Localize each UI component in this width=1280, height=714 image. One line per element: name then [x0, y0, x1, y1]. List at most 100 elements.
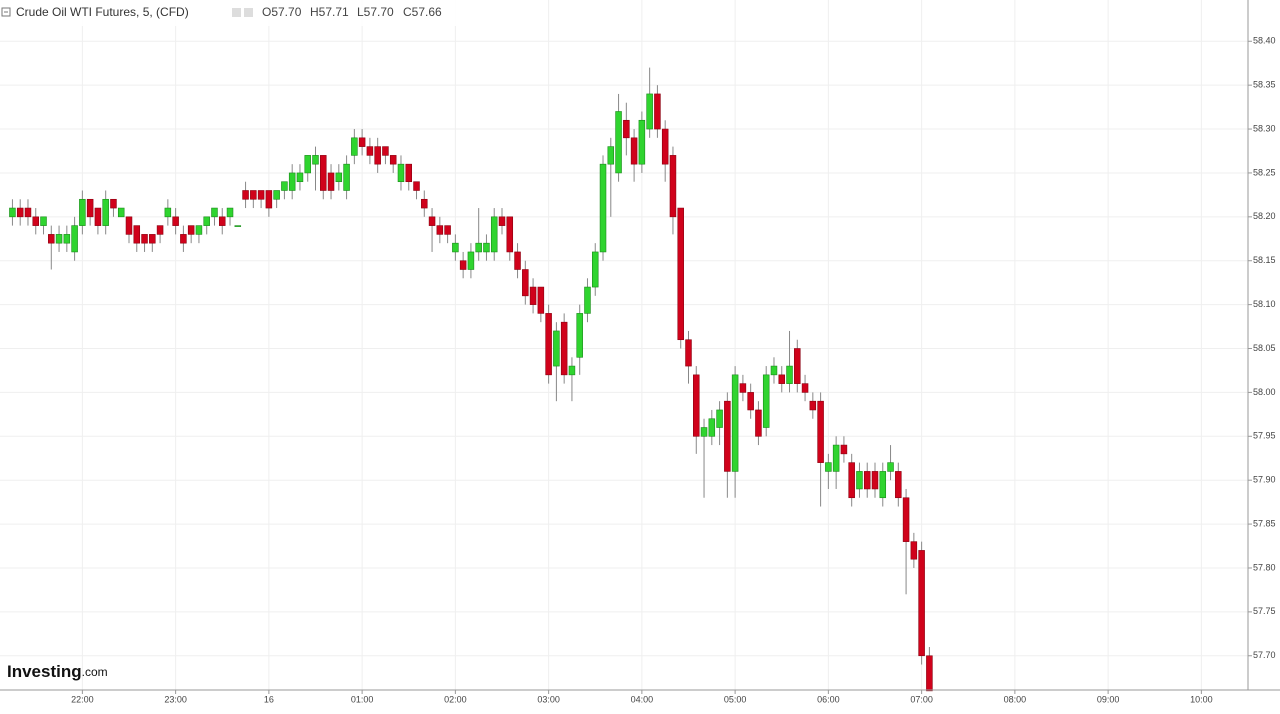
x-tick-label: 07:00 [910, 694, 933, 704]
candle-body [133, 225, 141, 244]
settings-icon[interactable] [232, 8, 241, 17]
x-tick-label: 04:00 [631, 694, 654, 704]
y-tick-label: 58.05 [1253, 343, 1276, 353]
candle-body [250, 190, 257, 200]
candle-body [288, 172, 296, 191]
candle-body [724, 400, 731, 472]
candle-body [809, 400, 817, 411]
candle-body [467, 251, 475, 270]
candle-body [374, 146, 381, 165]
x-tick-label: 10:00 [1190, 694, 1213, 704]
y-tick-label: 57.85 [1253, 518, 1276, 528]
collapse-icon[interactable] [1, 7, 11, 17]
x-tick-label: 08:00 [1004, 694, 1027, 704]
candle-body [560, 321, 568, 376]
candle-body [9, 207, 16, 218]
header-bg [0, 0, 460, 26]
candle-body [832, 444, 840, 472]
candle-body [902, 497, 910, 542]
y-tick-label: 58.35 [1253, 80, 1276, 90]
candle-body [770, 365, 778, 376]
watermark-brand: Investing [7, 662, 82, 681]
candle-body [125, 216, 133, 235]
watermark: Investing.com [7, 662, 108, 681]
candle-body [343, 163, 350, 191]
ohlc-high: H57.71 [310, 5, 349, 19]
candle-body [607, 146, 615, 165]
candle-body [817, 400, 824, 463]
candle-body [755, 409, 762, 437]
candles [9, 67, 933, 692]
candle-body [281, 181, 288, 191]
candle-body [110, 198, 117, 209]
y-tick-label: 58.10 [1253, 299, 1276, 309]
candle-body [296, 172, 304, 183]
candle-body [164, 207, 172, 218]
candle-body [421, 198, 428, 209]
candle-body [358, 137, 366, 147]
candle-body [459, 260, 467, 270]
x-tick-label: 16 [264, 694, 274, 704]
candle-body [708, 418, 716, 437]
candle-body [397, 163, 405, 183]
candle-body [677, 207, 684, 341]
candle-body [40, 216, 47, 226]
candle-body [926, 655, 933, 692]
candle-body [265, 190, 273, 209]
x-tick-label: 02:00 [444, 694, 467, 704]
candle-body [483, 242, 490, 253]
candle-body [149, 234, 156, 244]
y-tick-label: 58.40 [1253, 36, 1276, 46]
candle-body [887, 462, 894, 472]
candle-body [669, 155, 677, 218]
y-tick-label: 57.80 [1253, 562, 1276, 572]
candle-body [623, 119, 630, 139]
candle-body [879, 471, 887, 499]
y-tick-label: 57.90 [1253, 475, 1276, 485]
close-icon[interactable] [244, 8, 253, 17]
candle-body [584, 286, 591, 314]
candle-body [203, 216, 210, 226]
candle-body [32, 216, 39, 226]
candle-body [638, 119, 646, 165]
x-tick-label: 22:00 [71, 694, 94, 704]
y-tick-label: 58.00 [1253, 387, 1276, 397]
candle-body [522, 269, 529, 297]
candle-body [273, 190, 280, 200]
candle-body [762, 374, 770, 428]
candle-body [218, 216, 226, 226]
candle-body [320, 155, 327, 191]
candle-body [739, 383, 747, 393]
candle-body [304, 155, 311, 174]
candle-body [444, 225, 451, 235]
candle-body [413, 181, 420, 191]
candle-body [591, 251, 599, 288]
candle-body [16, 207, 24, 218]
candle-body [366, 146, 374, 156]
candle-body [553, 330, 560, 367]
candle-body [848, 462, 855, 499]
candle-body [490, 216, 498, 253]
candle-body [794, 348, 801, 384]
candle-body [615, 111, 622, 174]
candle-body [731, 374, 739, 472]
candle-body [79, 198, 86, 226]
candle-body [825, 462, 832, 472]
candle-body [545, 313, 552, 376]
x-tick-label: 01:00 [351, 694, 374, 704]
x-tick-label: 03:00 [537, 694, 560, 704]
candle-body [918, 550, 925, 657]
grid [0, 0, 1248, 690]
candle-body [856, 471, 863, 490]
candle-body [514, 251, 521, 270]
x-tick-label: 06:00 [817, 694, 840, 704]
candle-body [180, 234, 187, 244]
x-tick-label: 09:00 [1097, 694, 1120, 704]
candle-body [436, 225, 444, 235]
candle-body [693, 374, 700, 437]
candle-body [537, 286, 545, 314]
candle-body [172, 216, 179, 226]
candle-body [475, 242, 482, 253]
candle-body [312, 155, 319, 165]
